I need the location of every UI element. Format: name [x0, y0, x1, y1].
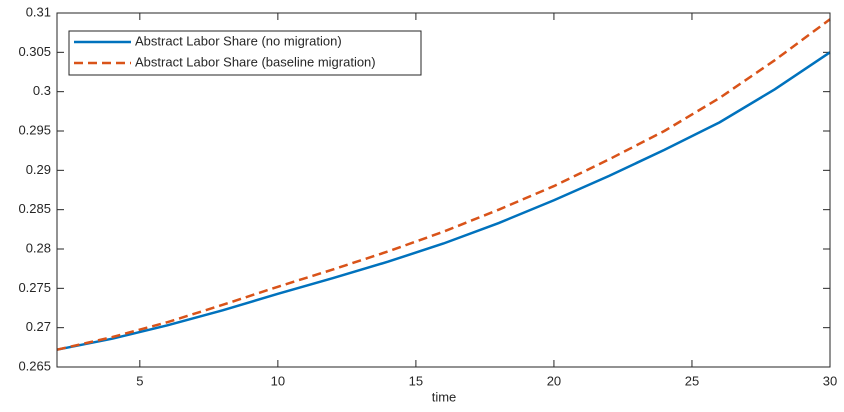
- y-tick-label: 0.27: [26, 319, 51, 334]
- x-tick-label: 10: [271, 373, 285, 388]
- x-axis-label: time: [432, 389, 457, 404]
- x-tick-label: 30: [823, 373, 837, 388]
- y-tick-label: 0.29: [26, 162, 51, 177]
- y-tick-label: 0.285: [18, 201, 51, 216]
- y-tick-label: 0.3: [33, 83, 51, 98]
- legend-label: Abstract Labor Share (no migration): [135, 33, 342, 48]
- axes-box: [56, 12, 831, 368]
- series-line: [56, 18, 831, 351]
- x-tick-label: 25: [685, 373, 699, 388]
- y-tick-label: 0.305: [18, 44, 51, 59]
- x-tick-label: 15: [409, 373, 423, 388]
- y-tick-label: 0.295: [18, 122, 51, 137]
- legend-label: Abstract Labor Share (baseline migration…: [135, 54, 376, 69]
- series-line: [56, 51, 831, 351]
- legend-box: [68, 30, 422, 76]
- x-tick-label: 5: [136, 373, 143, 388]
- y-tick-label: 0.275: [18, 280, 51, 295]
- y-tick-label: 0.31: [26, 4, 51, 19]
- y-tick-label: 0.265: [18, 358, 51, 373]
- x-tick-label: 20: [547, 373, 561, 388]
- y-tick-label: 0.28: [26, 240, 51, 255]
